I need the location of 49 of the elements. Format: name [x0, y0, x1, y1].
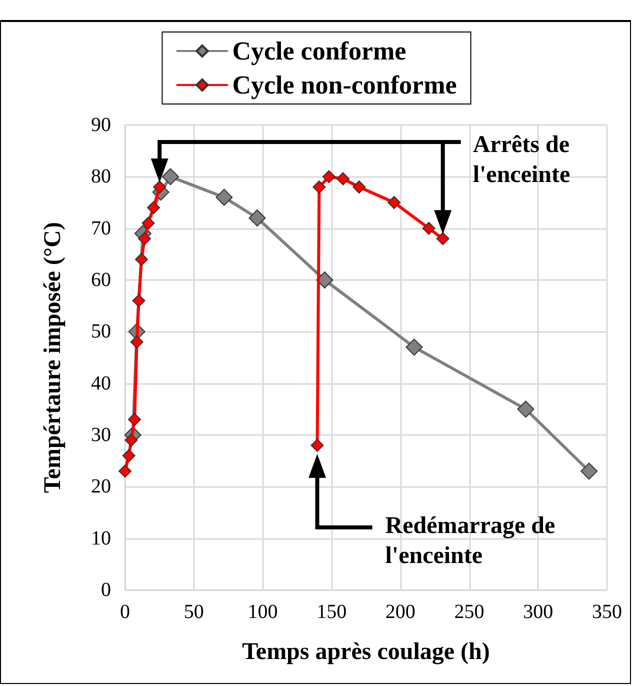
- y-tick-label: 50: [91, 320, 111, 343]
- y-tick-label: 0: [101, 579, 111, 601]
- annotation: Redémarrage de l'enceinte: [385, 512, 556, 572]
- x-tick-label: 150: [316, 601, 347, 623]
- point: [322, 170, 336, 184]
- point: [132, 294, 146, 308]
- point: [388, 196, 401, 209]
- y-tick-label: 90: [91, 114, 111, 136]
- y-tick-label: 60: [91, 269, 111, 291]
- point: [517, 400, 534, 418]
- point: [436, 232, 450, 246]
- point: [248, 210, 266, 226]
- point: [142, 216, 155, 230]
- point: [352, 180, 366, 194]
- point: [135, 252, 148, 266]
- point: [406, 338, 423, 356]
- legend-label: Cycle conforme: [232, 36, 406, 66]
- y-tick-label: 40: [91, 372, 111, 394]
- point: [128, 413, 141, 426]
- point: [216, 188, 233, 206]
- point: [336, 172, 350, 186]
- x-tick-label: 100: [248, 601, 278, 623]
- point: [118, 464, 132, 478]
- x-axis-title: Temps après coulage (h): [242, 639, 490, 665]
- y-axis-title: Tempértaure imposée (°C): [40, 222, 66, 493]
- point: [130, 336, 144, 348]
- legend-label: Cycle non-conforme: [232, 70, 457, 100]
- point: [138, 232, 152, 246]
- point: [124, 434, 138, 447]
- y-tick-label: 30: [91, 424, 111, 446]
- point: [122, 449, 136, 462]
- y-tick-label: 70: [91, 217, 111, 240]
- y-tick-label: 80: [91, 166, 111, 188]
- point: [153, 180, 166, 194]
- annotation: Arrêts de l'enceinte: [472, 131, 572, 190]
- point: [310, 438, 324, 452]
- point: [162, 168, 179, 186]
- y-tick-label: 20: [91, 476, 111, 498]
- point: [422, 222, 436, 235]
- x-tick-label: 200: [385, 601, 416, 623]
- point: [312, 180, 326, 194]
- x-tick-label: 50: [184, 601, 204, 623]
- y-tick-label: 10: [91, 527, 111, 550]
- point: [147, 201, 160, 214]
- x-tick-label: 0: [120, 601, 130, 623]
- point: [580, 462, 598, 480]
- x-tick-label: 250: [454, 601, 484, 623]
- x-tick-label: 350: [592, 601, 622, 623]
- x-tick-label: 300: [523, 601, 554, 623]
